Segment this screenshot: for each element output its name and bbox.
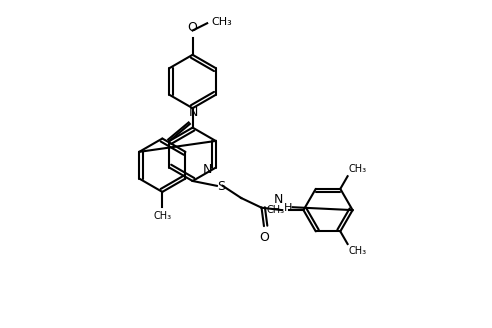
Text: O: O	[187, 21, 198, 34]
Text: O: O	[259, 231, 269, 244]
Text: CH₃: CH₃	[267, 205, 285, 215]
Text: N: N	[274, 193, 283, 206]
Text: H: H	[284, 203, 293, 213]
Text: CH₃: CH₃	[211, 17, 232, 27]
Text: N: N	[189, 106, 198, 119]
Text: CH₃: CH₃	[349, 246, 367, 256]
Text: S: S	[217, 180, 225, 193]
Text: CH₃: CH₃	[154, 211, 171, 221]
Text: CH₃: CH₃	[349, 164, 367, 174]
Text: N: N	[203, 163, 212, 175]
